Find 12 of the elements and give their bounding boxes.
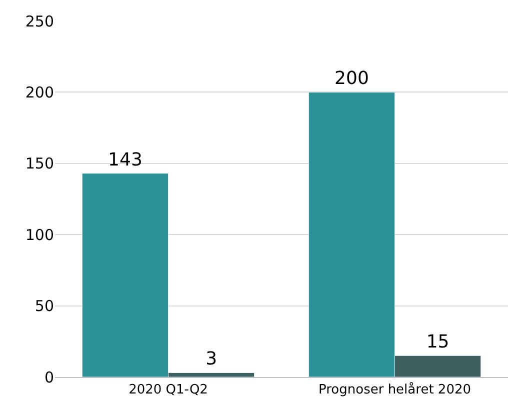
data-label: 143 [108,149,142,170]
y-tick-label: 0 [44,368,54,386]
x-tick-label: 2020 Q1-Q2 [128,382,208,398]
y-tick-label: 100 [25,226,54,244]
y-tick-label: 150 [25,154,54,173]
data-label: 200 [334,68,369,90]
data-label: 3 [206,348,218,370]
y-tick-label: 200 [25,83,54,102]
y-tick-label: 50 [34,297,54,316]
x-tick-label: Prognoser helåret 2020 [318,382,472,398]
data-label: 15 [426,332,450,353]
y-tick-label: 250 [25,12,54,30]
